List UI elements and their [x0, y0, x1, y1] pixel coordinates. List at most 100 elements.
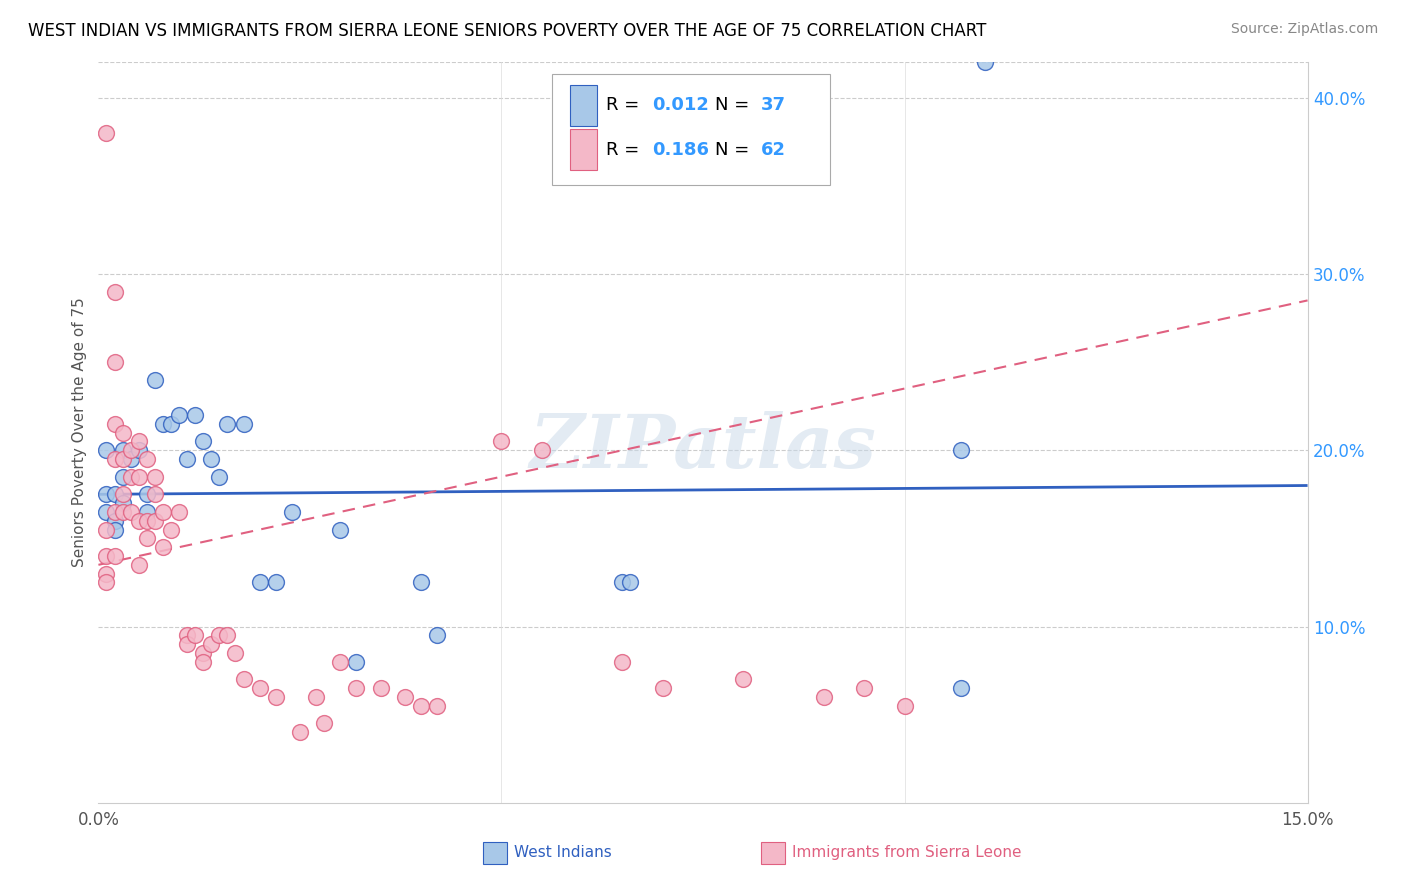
Point — [853, 681, 876, 696]
Point — [426, 698, 449, 713]
Point — [314, 716, 336, 731]
Point — [135, 487, 157, 501]
Point — [103, 487, 125, 501]
Point — [96, 566, 118, 581]
Point — [394, 690, 416, 704]
Point — [135, 514, 157, 528]
Point — [184, 628, 207, 642]
Text: Source: ZipAtlas.com: Source: ZipAtlas.com — [1230, 22, 1378, 37]
Point — [152, 505, 174, 519]
Point — [409, 575, 432, 590]
Point — [103, 514, 125, 528]
Point — [193, 655, 215, 669]
FancyBboxPatch shape — [569, 85, 596, 126]
Point — [949, 443, 972, 458]
Point — [111, 452, 134, 467]
Point — [232, 673, 254, 687]
Point — [530, 443, 553, 458]
Point — [813, 690, 835, 704]
Point — [974, 55, 997, 70]
Point — [224, 646, 246, 660]
Text: 0.012: 0.012 — [652, 96, 709, 114]
Point — [281, 505, 304, 519]
Point — [135, 505, 157, 519]
Point — [128, 469, 150, 483]
Point — [111, 505, 134, 519]
Text: 37: 37 — [761, 96, 786, 114]
Point — [160, 417, 183, 431]
Point — [135, 532, 157, 546]
Point — [491, 434, 513, 449]
Point — [96, 443, 118, 458]
Point — [103, 452, 125, 467]
Point — [111, 496, 134, 510]
FancyBboxPatch shape — [551, 73, 830, 185]
Point — [409, 698, 432, 713]
Point — [160, 523, 183, 537]
Point — [167, 505, 190, 519]
Point — [264, 690, 287, 704]
Text: West Indians: West Indians — [515, 845, 612, 860]
Point — [426, 628, 449, 642]
Point — [96, 549, 118, 563]
Point — [893, 698, 915, 713]
Point — [176, 452, 198, 467]
Point — [96, 523, 118, 537]
Text: ZIPatlas: ZIPatlas — [530, 411, 876, 483]
Point — [128, 514, 150, 528]
Point — [111, 443, 134, 458]
Point — [232, 417, 254, 431]
Point — [111, 487, 134, 501]
Point — [96, 487, 118, 501]
Text: R =: R = — [606, 141, 645, 159]
Point — [143, 487, 166, 501]
Point — [200, 637, 222, 651]
Point — [249, 681, 271, 696]
Point — [370, 681, 392, 696]
Point — [329, 523, 352, 537]
Point — [111, 469, 134, 483]
Text: WEST INDIAN VS IMMIGRANTS FROM SIERRA LEONE SENIORS POVERTY OVER THE AGE OF 75 C: WEST INDIAN VS IMMIGRANTS FROM SIERRA LE… — [28, 22, 987, 40]
Point — [128, 434, 150, 449]
Point — [111, 425, 134, 440]
Point — [612, 575, 634, 590]
Point — [344, 681, 367, 696]
Text: Immigrants from Sierra Leone: Immigrants from Sierra Leone — [793, 845, 1022, 860]
Point — [143, 514, 166, 528]
FancyBboxPatch shape — [482, 842, 508, 864]
Point — [120, 505, 142, 519]
Point — [128, 443, 150, 458]
Y-axis label: Seniors Poverty Over the Age of 75: Seniors Poverty Over the Age of 75 — [72, 298, 87, 567]
Point — [288, 725, 311, 739]
Point — [96, 126, 118, 140]
Point — [120, 469, 142, 483]
Point — [152, 417, 174, 431]
Point — [152, 540, 174, 554]
Point — [193, 434, 215, 449]
Point — [208, 628, 231, 642]
Point — [167, 408, 190, 422]
Point — [176, 628, 198, 642]
Point — [619, 575, 641, 590]
Point — [103, 355, 125, 369]
Point — [612, 655, 634, 669]
Point — [96, 575, 118, 590]
Point — [949, 681, 972, 696]
Point — [264, 575, 287, 590]
Point — [329, 655, 352, 669]
Point — [184, 408, 207, 422]
Point — [103, 285, 125, 299]
Point — [103, 549, 125, 563]
FancyBboxPatch shape — [761, 842, 785, 864]
Point — [96, 505, 118, 519]
Point — [103, 505, 125, 519]
Point — [103, 523, 125, 537]
Point — [103, 417, 125, 431]
Text: 62: 62 — [761, 141, 786, 159]
Point — [143, 469, 166, 483]
Point — [217, 417, 239, 431]
Point — [344, 655, 367, 669]
Point — [571, 144, 593, 158]
Point — [143, 373, 166, 387]
Point — [217, 628, 239, 642]
